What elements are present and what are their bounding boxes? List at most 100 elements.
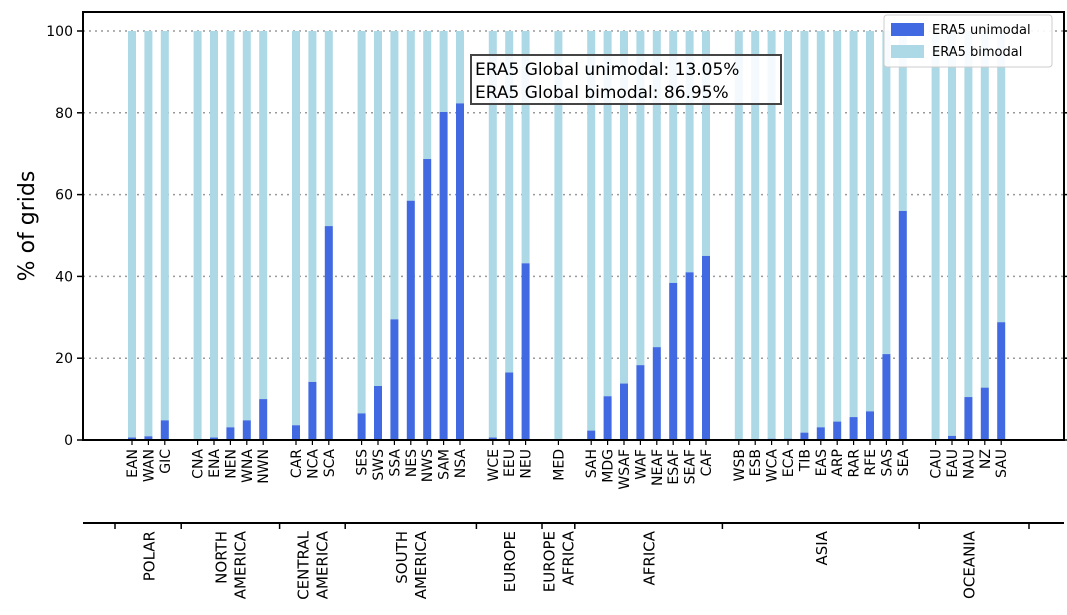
bar-unimodal-sam (439, 111, 448, 441)
x-tick-label: NEN (223, 449, 239, 479)
bar-bimodal-eas (816, 31, 825, 428)
bar-unimodal-nca (308, 381, 317, 440)
x-tick-label: WAF (633, 449, 649, 480)
bar-bimodal-nes (406, 31, 415, 201)
group-label: POLAR (140, 531, 158, 581)
bar-unimodal-sau (997, 322, 1006, 440)
x-tick-label: SAU (994, 449, 1010, 478)
x-tick-label: SAH (584, 449, 600, 478)
region-groups: POLAR NORTH AMERICA CENTRAL AMERICA SOUTH AMER… (114, 523, 1030, 600)
x-tick-label: WSB (732, 449, 748, 481)
x-tick-label: NES (404, 449, 420, 477)
bar-bimodal-neu (521, 31, 530, 264)
bar-unimodal-nes (406, 200, 415, 440)
bar-bimodal-sas (882, 31, 891, 355)
x-tick-label: MDG (601, 449, 617, 483)
x-tick-label: SAS (879, 449, 895, 477)
group-label: AFRICA (559, 530, 577, 585)
x-tick-label: EAS (814, 449, 830, 476)
bar-bimodal-nz (980, 31, 989, 388)
bar-unimodal-mdg (603, 396, 612, 440)
bar-unimodal-waf (636, 365, 645, 440)
bar-unimodal-ssa (390, 319, 399, 440)
bar-unimodal-nws (423, 159, 432, 440)
bar-unimodal-eau (948, 435, 956, 440)
x-tick-label: GIC (158, 449, 174, 474)
bar-bimodal-nwn (259, 31, 268, 400)
bar-unimodal-gic (160, 420, 169, 440)
bar-bimodal-arp (833, 31, 842, 422)
x-tick-label: RFE (863, 449, 879, 476)
bar-unimodal-arp (833, 421, 842, 440)
bar-bimodal-seaf (685, 31, 694, 273)
bar-unimodal-wsaf (620, 383, 628, 440)
group-label: AFRICA (641, 530, 659, 585)
group-label: ASIA (813, 530, 831, 565)
bar-unimodal-ean (128, 437, 136, 440)
bar-bimodal-neaf (652, 31, 661, 348)
bar-bimodal-wce (488, 31, 497, 438)
x-tick-label: SEA (896, 449, 912, 477)
bar-unimodal-sah (587, 430, 596, 440)
plot-frame (82, 11, 1065, 441)
bar-bimodal-wna (242, 31, 251, 421)
bar-bimodal-mdg (603, 31, 612, 397)
x-tick-label: CNA (191, 449, 207, 479)
x-tick-label: EAU (945, 449, 961, 478)
x-tick-label: CAR (289, 449, 305, 478)
bar-unimodal-rar (849, 417, 858, 440)
x-tick-label: NCA (305, 449, 321, 479)
bar-bimodal-ses (357, 31, 366, 414)
bar-bimodal-eeu (505, 31, 514, 373)
x-tick-label: CAU (929, 449, 945, 479)
bar-unimodal-neaf (652, 347, 661, 440)
group-label: NORTH (212, 531, 230, 584)
y-tick-label: 60 (55, 188, 73, 204)
bar-unimodal-wan (144, 436, 153, 440)
x-tick-label: WCA (765, 449, 781, 483)
bar-bimodal-rar (849, 31, 858, 418)
x-tick-label: EEU (502, 449, 518, 477)
bar-unimodal-nen (226, 427, 235, 440)
x-tick-label: NWS (420, 449, 436, 482)
group-label: AMERICA (412, 530, 430, 599)
x-tick-label: NSA (453, 449, 469, 479)
bar-unimodal-sea (898, 210, 907, 440)
bar-bimodal-nen (226, 31, 235, 428)
bar-bimodal-eca (784, 31, 792, 439)
bar-bimodal-sca (324, 31, 333, 227)
annotation-bimodal: ERA5 Global bimodal: 86.95% (475, 83, 729, 103)
bar-unimodal-caf (702, 255, 710, 440)
bar-unimodal-seaf (685, 272, 694, 440)
bar-bimodal-nws (423, 31, 432, 160)
bar-unimodal-sca (324, 226, 333, 440)
y-tick-label: 80 (55, 106, 73, 122)
bar-bimodal-wsaf (620, 31, 628, 384)
group-label: AMERICA (313, 530, 331, 599)
y-tick-label: 100 (46, 24, 73, 40)
bar-bimodal-wca (767, 31, 776, 439)
x-tick-label: ESAF (666, 449, 682, 485)
bar-bimodal-gic (160, 31, 169, 421)
x-tick-label: ARP (830, 449, 846, 477)
x-tick-label: NAU (961, 449, 977, 479)
bar-bimodal-sah (587, 31, 596, 431)
group-label: OCEANIA (960, 530, 978, 599)
bar-unimodal-wna (242, 420, 251, 440)
x-tick-label: SWS (371, 449, 387, 481)
x-tick-label: EAN (125, 449, 141, 478)
bar-bimodal-cau (931, 31, 940, 440)
x-tick-label: ECA (781, 449, 797, 478)
legend: ERA5 unimodal ERA5 bimodal (883, 14, 1053, 68)
x-tick-label: SCA (322, 449, 338, 478)
x-tick-label: SEAF (683, 449, 699, 484)
x-tick-label: NEU (519, 449, 535, 479)
bar-unimodal-esaf (669, 282, 678, 440)
bar-unimodal-sws (374, 386, 382, 440)
bar-bimodal-ean (128, 31, 136, 438)
y-tick-label: 20 (55, 351, 73, 367)
x-axis: EAN WAN GIC CNA ENA NEN WNA NWN CAR NCA SCA SES SWS S… (125, 440, 1010, 490)
bar-bimodal-nca (308, 31, 317, 382)
bar-bimodal-nau (964, 31, 973, 398)
annotation-frame (470, 54, 782, 105)
